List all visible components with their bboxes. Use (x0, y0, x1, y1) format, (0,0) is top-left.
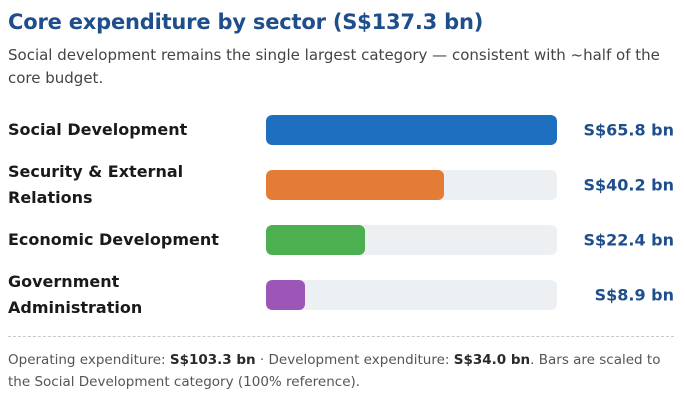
footnote-dev-value: S$34.0 bn (453, 352, 531, 368)
value-label: S$40.2 bn (583, 175, 674, 194)
bar-track (266, 169, 557, 200)
value-label: S$22.4 bn (583, 230, 674, 249)
bar (266, 169, 444, 200)
chart-title: Core expenditure by sector (S$137.3 bn) (8, 10, 484, 34)
bar-row: Government Administration S$8.9 bn (8, 267, 674, 322)
bar (266, 279, 306, 310)
bar (266, 224, 366, 255)
bar-row: Economic Development S$22.4 bn (8, 212, 674, 267)
category-label: Economic Development (8, 229, 219, 249)
category-label: Government Administration (8, 271, 143, 317)
category-label: Security & External Relations (8, 161, 184, 207)
chart-subtitle: Social development remains the single la… (8, 46, 660, 87)
bar-track (266, 224, 557, 255)
bar-rows: Social Development S$65.8 bn Security & Ex… (8, 102, 674, 322)
footnote: Operating expenditure: S$103.3 bn · Deve… (8, 349, 676, 393)
bar-row: Security & External Relations S$40.2 bn (8, 157, 674, 212)
bar-row: Social Development S$65.8 bn (8, 102, 674, 157)
category-label: Social Development (8, 119, 188, 139)
divider (8, 336, 674, 337)
bar-track (266, 279, 557, 310)
value-label: S$8.9 bn (594, 285, 674, 304)
footnote-op-label: Operating expenditure: (8, 352, 170, 368)
bar-track (266, 114, 557, 145)
bar (266, 114, 557, 145)
footnote-rest: . Bars are scaled to the Social Developm… (8, 352, 661, 390)
footnote-op-value: S$103.3 bn (169, 352, 256, 368)
footnote-separator: · Development expenditure: (255, 352, 454, 368)
value-label: S$65.8 bn (583, 120, 674, 139)
